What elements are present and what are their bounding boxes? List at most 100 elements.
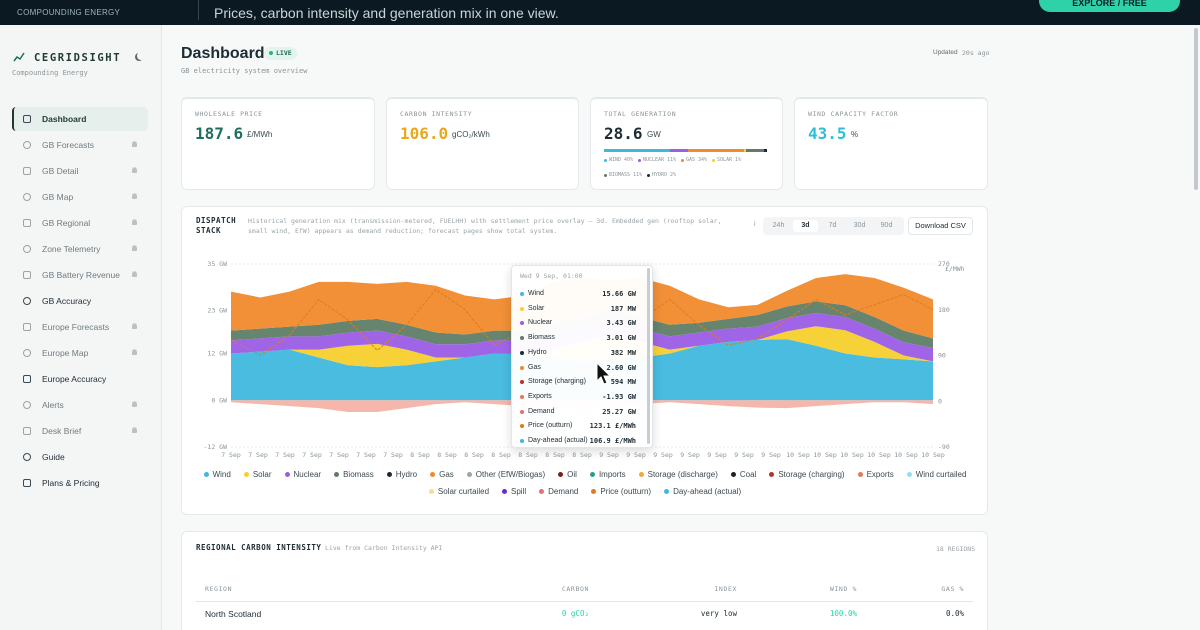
theme-toggle[interactable] — [137, 52, 145, 60]
legend-swatch — [334, 472, 340, 477]
cta-button[interactable]: EXPLORE / FREE — [1039, 0, 1180, 12]
range-button[interactable]: 90d — [880, 222, 893, 229]
y2-tick-label: 270 — [938, 260, 950, 268]
legend-item[interactable]: Wind — [203, 470, 231, 479]
mix-dot — [638, 159, 641, 162]
tooltip-dot — [520, 321, 524, 326]
legend-item[interactable]: Price (outturn) — [591, 487, 651, 496]
legend-item[interactable]: Solar — [243, 470, 272, 479]
nav-item[interactable]: GB Battery Revenue — [42, 270, 120, 280]
live-badge: LIVE — [264, 47, 297, 60]
legend-swatch — [430, 472, 436, 477]
nav-item[interactable]: GB Forecasts — [42, 140, 94, 150]
legend-swatch — [906, 472, 912, 477]
legend-item[interactable]: Gas — [430, 470, 454, 479]
legend-item[interactable]: Day-ahead (actual) — [664, 487, 741, 496]
legend-item[interactable]: Other (EfW/Biogas) — [466, 470, 545, 479]
mix-segment — [744, 149, 746, 152]
banner — [0, 0, 1200, 25]
tooltip-dot — [520, 292, 524, 296]
legend-item[interactable]: Exports — [857, 470, 894, 479]
nav-item[interactable]: Desk Brief — [42, 426, 82, 436]
nav-item[interactable]: Zone Telemetry — [42, 244, 101, 254]
kpi-card — [794, 97, 988, 190]
legend-item[interactable]: Hydro — [386, 470, 417, 479]
kpi-unit: £/MWh — [247, 130, 273, 139]
nav-item[interactable]: Guide — [42, 452, 65, 462]
range-button[interactable]: 24h — [772, 222, 785, 229]
mix-label: HYDRO 2% — [652, 172, 677, 178]
table-cell: very low — [700, 609, 737, 618]
tooltip-value: 3.01 GW — [606, 334, 636, 343]
legend-swatch — [203, 472, 209, 477]
tooltip — [511, 265, 653, 448]
y2-tick-label: 180 — [938, 306, 950, 314]
kpi-card — [386, 97, 579, 190]
y2-tick-label: 90 — [938, 352, 946, 360]
nav-icon — [23, 193, 31, 201]
y2-tick-label: 0 — [938, 397, 942, 405]
nav-item[interactable]: Plans & Pricing — [42, 478, 100, 488]
kpi-value: 187.6 — [195, 124, 244, 143]
dispatch-description: Historical generation mix (transmission-… — [248, 217, 722, 235]
download-button[interactable]: Download CSV — [908, 217, 973, 235]
legend-swatch — [502, 489, 508, 494]
range-button[interactable]: 7d — [828, 222, 837, 229]
legend-swatch — [466, 472, 472, 477]
info-icon[interactable]: i — [754, 221, 756, 228]
legend-item[interactable]: Spill — [502, 487, 526, 496]
legend-item[interactable]: Storage (charging) — [769, 470, 845, 479]
page-subtitle: GB electricity system overview — [181, 67, 308, 75]
lock-icon — [132, 247, 137, 251]
legend-swatch — [386, 472, 392, 477]
legend-label: Demand — [548, 487, 579, 496]
x-tick-label: 10 Sep — [921, 451, 945, 459]
legend-item[interactable]: Biomass — [334, 470, 374, 479]
regional-source: Live from Carbon Intensity API — [325, 544, 443, 552]
nav-item[interactable]: Europe Map — [42, 348, 89, 358]
tooltip-value: 594 MW — [610, 378, 636, 387]
tooltip-value: 3.43 GW — [606, 319, 636, 328]
legend-item[interactable]: Coal — [730, 470, 756, 479]
tooltip-scrollbar — [647, 268, 650, 444]
regional-count: 18 REGIONS — [936, 545, 976, 553]
nav-item[interactable]: Alerts — [42, 400, 64, 410]
legend-swatch — [558, 472, 564, 477]
legend-label: Price (outturn) — [600, 487, 652, 496]
legend-swatch — [284, 472, 290, 477]
nav-item[interactable]: GB Detail — [42, 166, 79, 176]
kpi-label: WHOLESALE PRICE — [195, 110, 263, 118]
legend-item[interactable]: Imports — [589, 470, 626, 479]
nav-item[interactable]: Europe Forecasts — [42, 322, 110, 332]
lock-icon — [132, 221, 137, 225]
range-button[interactable]: 3d — [793, 220, 818, 232]
nav-item[interactable]: GB Accuracy — [42, 296, 92, 306]
nav-item[interactable]: GB Regional — [42, 218, 91, 228]
x-tick-label: 9 Sep — [626, 451, 646, 459]
nav-item[interactable]: Dashboard — [42, 114, 87, 124]
legend-item[interactable]: Nuclear — [284, 470, 321, 479]
nav-icon — [23, 375, 31, 383]
tooltip-dot — [520, 336, 524, 341]
legend-item[interactable]: Wind curtailed — [906, 470, 966, 479]
x-tick-label: 9 Sep — [680, 451, 700, 459]
table-header: INDEX — [714, 585, 737, 593]
nav-item[interactable]: Europe Accuracy — [42, 374, 107, 384]
x-tick-label: 8 Sep — [437, 451, 457, 459]
legend-label: Wind — [212, 470, 231, 479]
legend-swatch — [589, 472, 595, 477]
tooltip-value: 187 MW — [610, 304, 636, 313]
legend-swatch — [664, 489, 670, 494]
legend-item[interactable]: Storage (discharge) — [638, 470, 718, 479]
kpi-value: 43.5 — [808, 124, 847, 143]
mix-dot — [712, 159, 715, 162]
tooltip-name: Day-ahead (actual) — [528, 437, 588, 444]
x-tick-label: 7 Sep — [275, 451, 295, 459]
nav-item[interactable]: GB Map — [42, 192, 74, 202]
nav-icon — [23, 167, 31, 175]
mix-dot — [604, 174, 607, 177]
legend-item[interactable]: Demand — [539, 487, 578, 496]
range-button[interactable]: 30d — [853, 222, 866, 229]
legend-item[interactable]: Oil — [558, 470, 577, 479]
legend-item[interactable]: Solar curtailed — [428, 487, 489, 496]
